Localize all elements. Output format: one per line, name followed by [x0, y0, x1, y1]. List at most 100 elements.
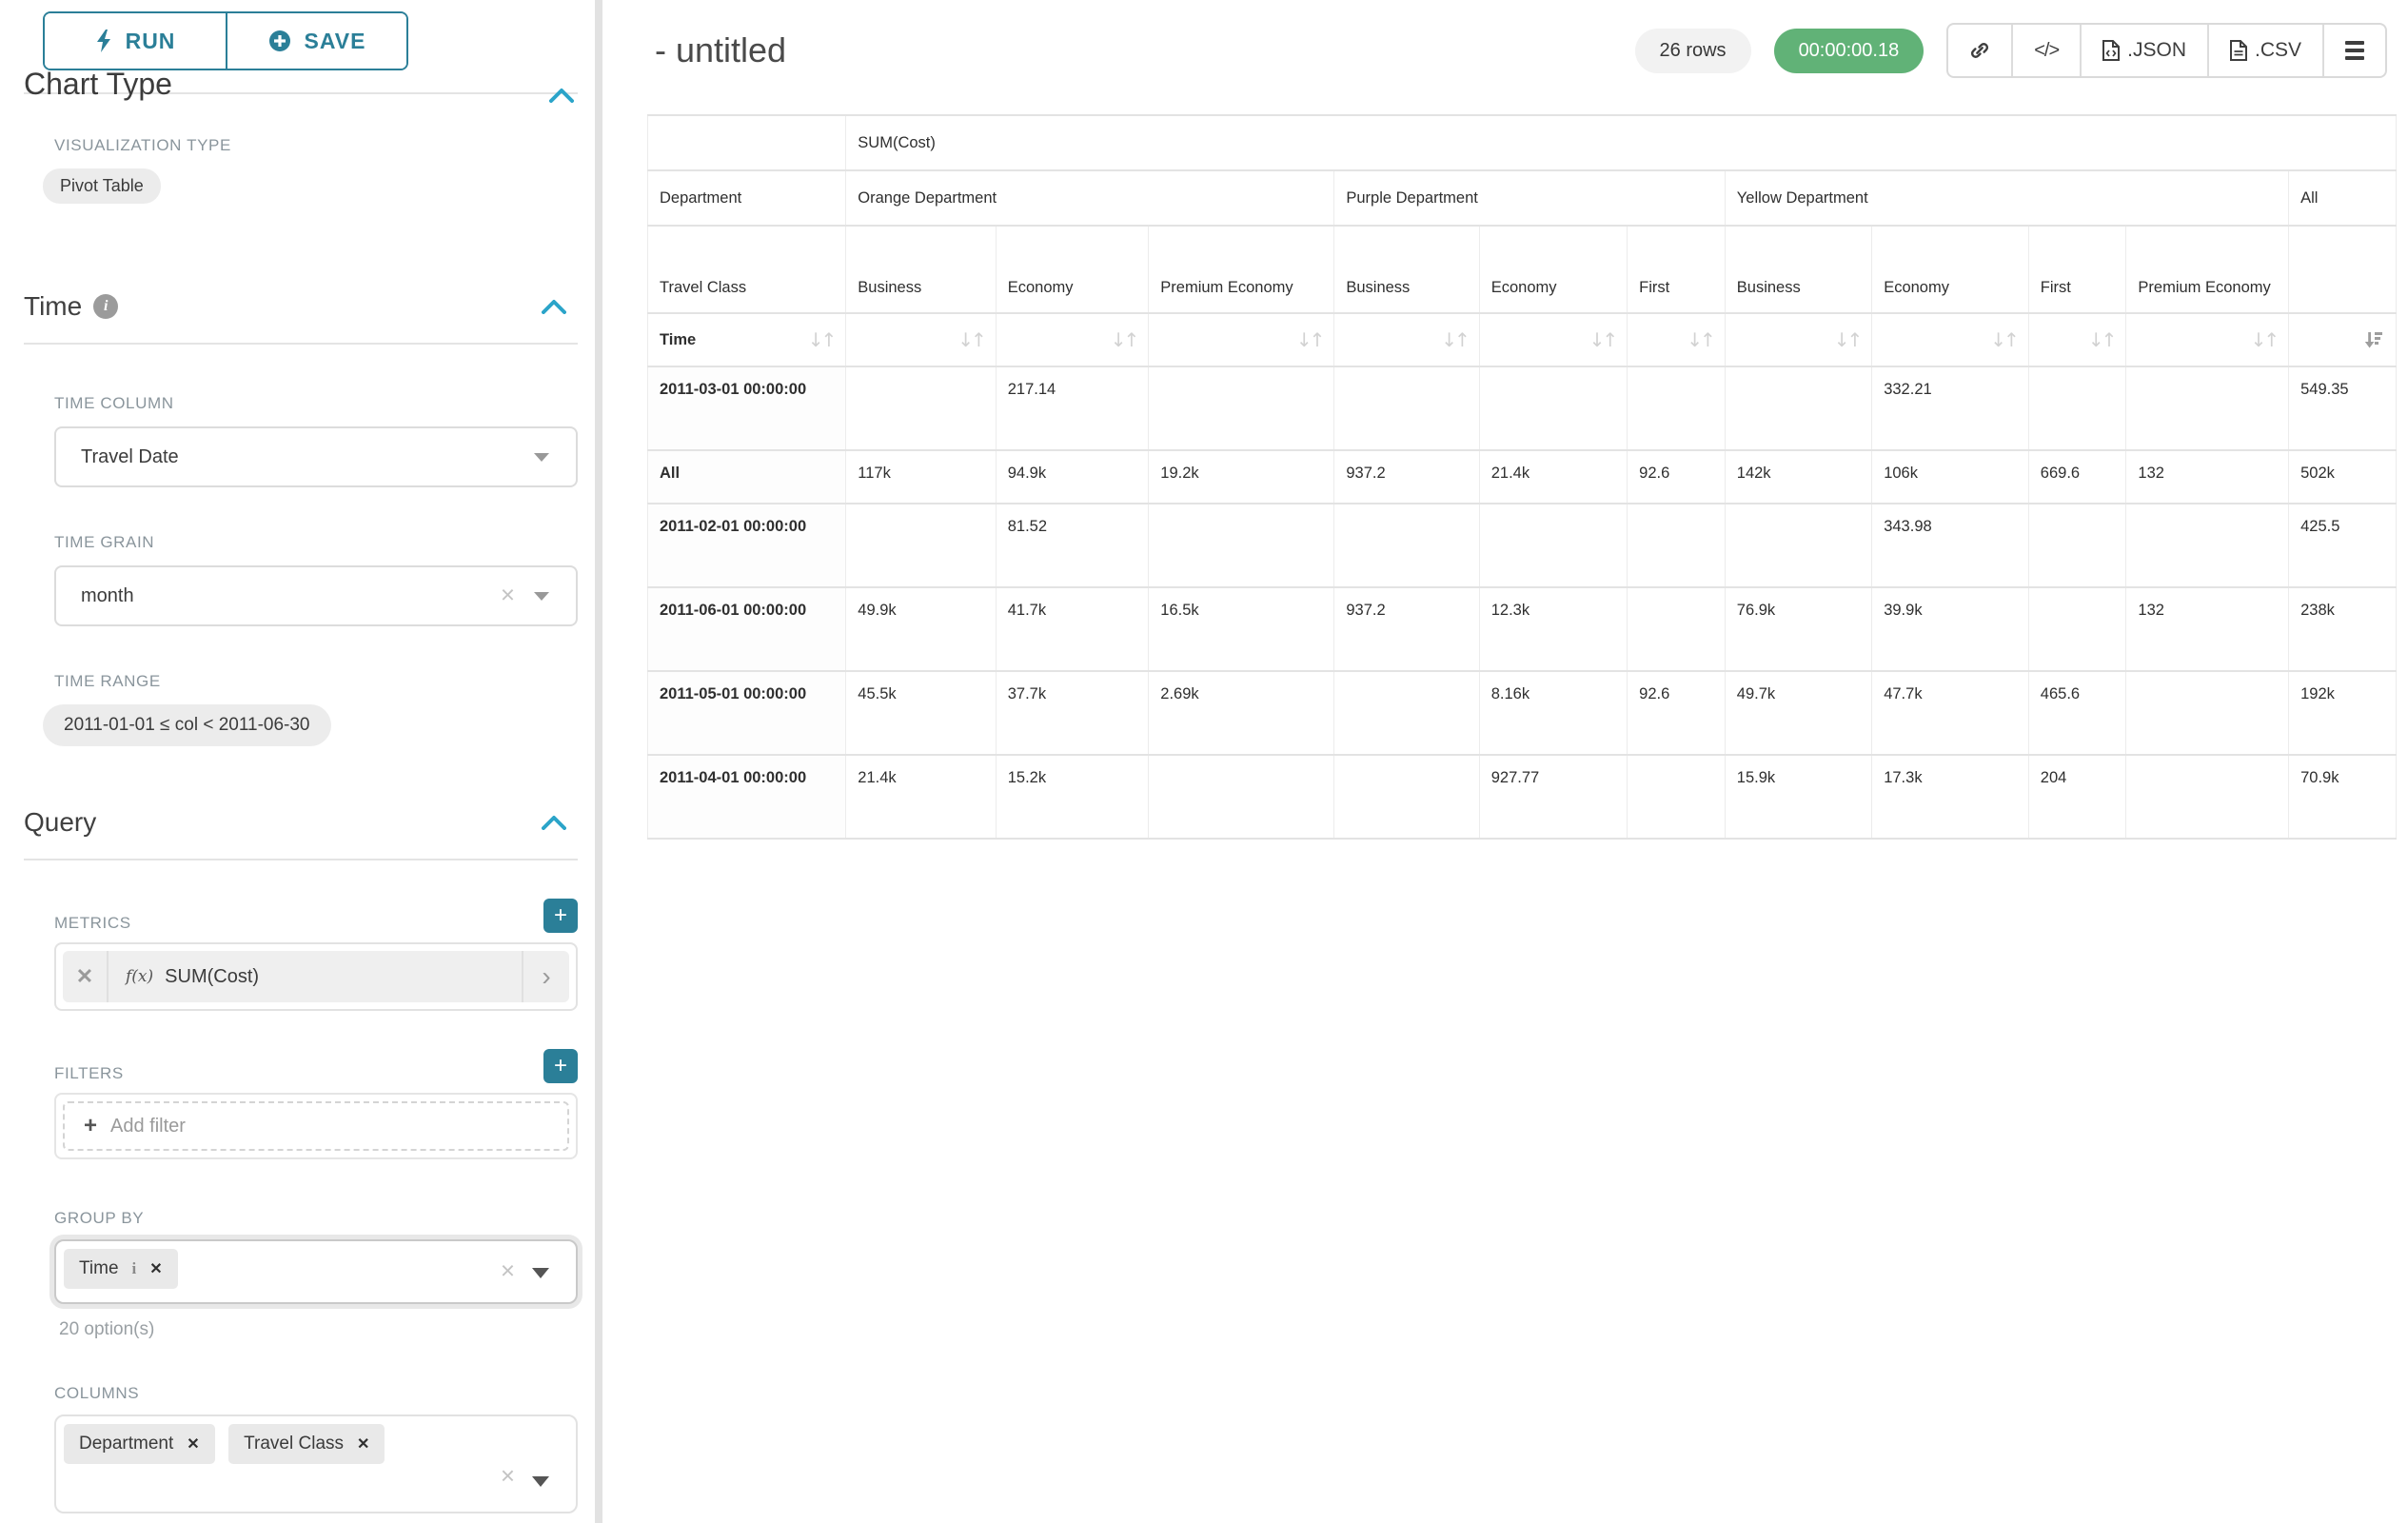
pivot-value-cell: 49.7k [1724, 670, 1873, 756]
chevron-down-icon[interactable] [532, 1268, 549, 1278]
remove-tag-icon[interactable]: ✕ [187, 1436, 200, 1453]
sort-icon[interactable]: ↓↑ [957, 328, 986, 351]
pivot-sort-header[interactable]: ↓↑ [2027, 312, 2127, 367]
remove-tag-icon[interactable]: ✕ [149, 1261, 163, 1277]
add-filter-label: Add filter [110, 1115, 186, 1137]
panel-scrollbar[interactable] [595, 0, 602, 1523]
sort-icon[interactable]: ↓↑ [1687, 328, 1715, 351]
metric-header-cell: SUM(Cost) [845, 114, 2397, 171]
pivot-value-cell: 132 [2125, 449, 2290, 504]
filters-box: + Add filter [54, 1093, 578, 1159]
pivot-sort-header[interactable]: ↓↑ [995, 312, 1150, 367]
pivot-value-cell: 21.4k [1478, 449, 1628, 504]
sort-icon[interactable]: ↓↑ [1295, 328, 1325, 351]
sort-icon[interactable]: ↓↑ [1441, 328, 1470, 351]
pivot-value-cell: 49.9k [845, 586, 997, 672]
add-metric-button[interactable]: + [543, 899, 578, 933]
time-grain-select[interactable]: month × [54, 565, 578, 626]
add-filter-button[interactable]: + Add filter [63, 1101, 569, 1151]
time-grain-label: TIME GRAIN [54, 533, 155, 551]
sort-icon[interactable]: ↓↑ [1833, 328, 1863, 351]
pivot-sort-header[interactable]: Time ↓↑ [646, 312, 847, 367]
time-column-label: TIME COLUMN [54, 394, 174, 412]
pivot-value-cell [1627, 366, 1726, 451]
sort-descending-active-icon[interactable] [2363, 329, 2384, 350]
pivot-sort-header[interactable]: ↓↑ [2125, 312, 2290, 367]
group-by-label: GROUP BY [54, 1209, 145, 1227]
export-json-button[interactable]: .JSON [2080, 25, 2207, 76]
remove-tag-icon[interactable]: ✕ [357, 1436, 370, 1453]
visualization-type-pill[interactable]: Pivot Table [43, 168, 161, 204]
query-section-header[interactable]: Query [24, 807, 566, 838]
group-by-select[interactable]: Time i ✕ × [54, 1239, 578, 1304]
remove-metric-icon[interactable]: ✕ [63, 951, 109, 1002]
pivot-col-header: Business [1724, 225, 1873, 314]
add-filter-plus-button[interactable]: + [543, 1049, 578, 1083]
clear-icon[interactable]: × [500, 1256, 515, 1285]
pivot-corner-cell [646, 114, 847, 171]
clear-icon[interactable]: × [500, 1461, 515, 1490]
pivot-value-cell: 15.2k [995, 754, 1150, 840]
pivot-value-cell: 937.2 [1333, 449, 1480, 504]
sort-icon[interactable]: ↓↑ [2087, 328, 2117, 351]
pivot-value-cell [1148, 754, 1335, 840]
pivot-value-cell: 549.35 [2288, 366, 2397, 451]
pivot-value-cell: 92.6 [1627, 449, 1726, 504]
pivot-value-cell [2027, 366, 2127, 451]
pivot-axis-label: Travel Class [646, 225, 847, 314]
pivot-sort-header[interactable]: ↓↑ [1333, 312, 1480, 367]
pivot-sort-header[interactable]: ↓↑ [845, 312, 997, 367]
view-query-button[interactable]: </> [2011, 25, 2080, 76]
divider [24, 859, 578, 860]
lightning-icon [96, 30, 110, 52]
chevron-right-icon[interactable]: › [522, 951, 569, 1002]
time-column-select[interactable]: Travel Date [54, 426, 578, 487]
file-code-icon [2102, 40, 2121, 61]
short-link-button[interactable] [1948, 25, 2011, 76]
sort-icon[interactable]: ↓↑ [1589, 328, 1618, 351]
chevron-up-icon[interactable] [542, 299, 566, 314]
pivot-value-cell [1333, 754, 1480, 840]
menu-button[interactable] [2322, 25, 2385, 76]
table-row: 2011-03-01 00:00:00 217.14 332.21 549.35 [646, 366, 2397, 451]
pivot-value-cell [2027, 503, 2127, 588]
chart-type-section-header[interactable]: Chart Type [24, 38, 574, 103]
pivot-col-header: Business [1333, 225, 1480, 314]
pivot-value-cell [2125, 366, 2290, 451]
export-csv-button[interactable]: .CSV [2206, 25, 2322, 76]
save-button[interactable]: SAVE [226, 13, 406, 69]
pivot-col-header: First [1627, 225, 1726, 314]
pivot-value-cell [1724, 366, 1873, 451]
pivot-table: SUM(Cost) Department Orange Department P… [646, 114, 2397, 840]
pivot-value-cell: 204 [2027, 754, 2127, 840]
pivot-value-cell [1148, 503, 1335, 588]
pivot-sort-header[interactable]: ↓↑ [1724, 312, 1873, 367]
columns-select[interactable]: Department ✕ Travel Class ✕ × [54, 1414, 578, 1513]
run-button[interactable]: RUN [45, 13, 226, 69]
metrics-label: METRICS [54, 914, 131, 932]
chevron-down-icon[interactable] [532, 1476, 549, 1487]
sort-icon[interactable]: ↓↑ [2250, 328, 2280, 351]
control-panel: Chart Type RUN S [0, 0, 602, 1523]
pivot-value-cell [2125, 754, 2290, 840]
pivot-value-cell: 132 [2125, 586, 2290, 672]
clear-icon[interactable]: × [500, 580, 515, 609]
metric-pill[interactable]: ✕ f(x) SUM(Cost) › [63, 951, 569, 1002]
pivot-sort-header[interactable]: ↓↑ [1148, 312, 1335, 367]
sort-icon[interactable]: ↓↑ [1110, 328, 1139, 351]
chevron-up-icon[interactable] [542, 815, 566, 830]
pivot-sort-header[interactable]: ↓↑ [1871, 312, 2029, 367]
pivot-col-header: First [2027, 225, 2127, 314]
time-range-pill[interactable]: 2011-01-01 ≤ col < 2011-06-30 [43, 704, 331, 746]
pivot-sort-header[interactable]: ↓↑ [1627, 312, 1726, 367]
time-section-header[interactable]: Time i [24, 291, 566, 322]
pivot-sort-header[interactable] [2288, 312, 2397, 367]
time-grain-value: month [81, 584, 134, 606]
sort-icon[interactable]: ↓↑ [1990, 328, 2019, 351]
file-text-icon [2229, 40, 2247, 61]
chevron-up-icon[interactable] [549, 88, 574, 103]
pivot-sort-header[interactable]: ↓↑ [1478, 312, 1628, 367]
pivot-col-group: All [2288, 169, 2397, 227]
pivot-value-cell: 19.2k [1148, 449, 1335, 504]
sort-icon[interactable]: ↓↑ [807, 328, 837, 351]
